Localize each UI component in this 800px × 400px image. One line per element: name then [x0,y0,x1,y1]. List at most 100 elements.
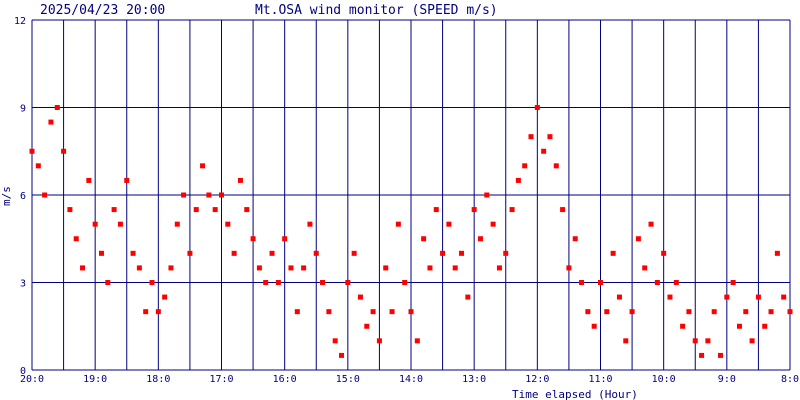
data-point [54,105,60,110]
x-tick-label: 13:0 [462,374,486,385]
data-point [162,294,168,300]
data-point [275,280,281,285]
data-point [648,221,654,227]
data-point [661,250,667,256]
chart-title: Mt.OSA wind monitor (SPEED m/s) [255,3,498,18]
data-point [35,163,41,169]
data-point [307,221,313,227]
data-point [635,236,641,242]
data-point [130,250,136,256]
data-point [718,352,724,358]
data-point [459,250,465,256]
data-point [414,338,420,344]
data-point [604,309,610,315]
data-point [667,294,673,300]
data-point [610,250,616,256]
data-point [86,177,92,183]
x-tick-label: 20:0 [20,374,44,385]
data-point [256,265,262,271]
data-point [484,192,490,198]
data-point [768,309,774,315]
data-point [364,323,370,329]
data-point [117,221,123,227]
data-point [528,134,534,140]
x-tick-label: 17:0 [209,374,233,385]
data-point [80,265,86,271]
data-point [477,236,483,242]
data-point [149,280,155,285]
y-tick-label: 0 [20,366,26,377]
data-point [471,207,477,213]
data-point [332,338,338,344]
data-point [351,250,357,256]
y-tick-label: 3 [20,279,26,290]
data-point [206,192,212,198]
data-point [212,207,218,213]
data-point [755,294,761,300]
data-point [67,207,73,213]
data-point [339,352,345,358]
data-point [572,236,578,242]
data-point [496,265,502,271]
x-tick-label: 15:0 [336,374,360,385]
x-tick-label: 9:0 [718,374,736,385]
y-tick-label: 12 [14,16,26,27]
x-tick-label: 10:0 [652,374,676,385]
x-tick-label: 8:0 [781,374,799,385]
data-point [237,177,243,183]
data-point [326,309,332,315]
data-point [724,294,730,300]
data-point [282,236,288,242]
y-tick-label: 9 [20,104,26,115]
data-point [553,163,559,169]
data-point [250,236,256,242]
data-point [313,250,319,256]
data-point [383,265,389,271]
data-point [534,105,540,110]
data-point [181,192,187,198]
data-point [269,250,275,256]
data-point [345,280,351,285]
data-point [143,309,149,315]
data-points [29,105,793,358]
data-point [654,280,660,285]
data-point [711,309,717,315]
y-axis-label: m/s [0,186,13,206]
data-point [136,265,142,271]
data-point [61,148,67,154]
data-point [680,323,686,329]
data-point [585,309,591,315]
data-point [427,265,433,271]
data-point [73,236,79,242]
data-point [762,323,768,329]
data-point [301,265,307,271]
data-point [673,280,679,285]
data-point [509,207,515,213]
data-point [730,280,736,285]
data-point [541,148,547,154]
data-point [155,309,161,315]
data-point [288,265,294,271]
data-point [244,207,250,213]
data-point [395,221,401,227]
data-point [490,221,496,227]
data-point [616,294,622,300]
x-tick-label: 12:0 [525,374,549,385]
data-point [370,309,376,315]
data-point [29,148,35,154]
data-point [692,338,698,344]
data-point [389,309,395,315]
data-point [699,352,705,358]
data-point [591,323,597,329]
data-point [440,250,446,256]
data-point [515,177,521,183]
data-point [781,294,787,300]
data-point [231,250,237,256]
x-axis-label: Time elapsed (Hour) [512,388,638,400]
data-point [168,265,174,271]
data-point [200,163,206,169]
timestamp-label: 2025/04/23 20:00 [40,3,165,18]
data-point [105,280,111,285]
data-point [579,280,585,285]
